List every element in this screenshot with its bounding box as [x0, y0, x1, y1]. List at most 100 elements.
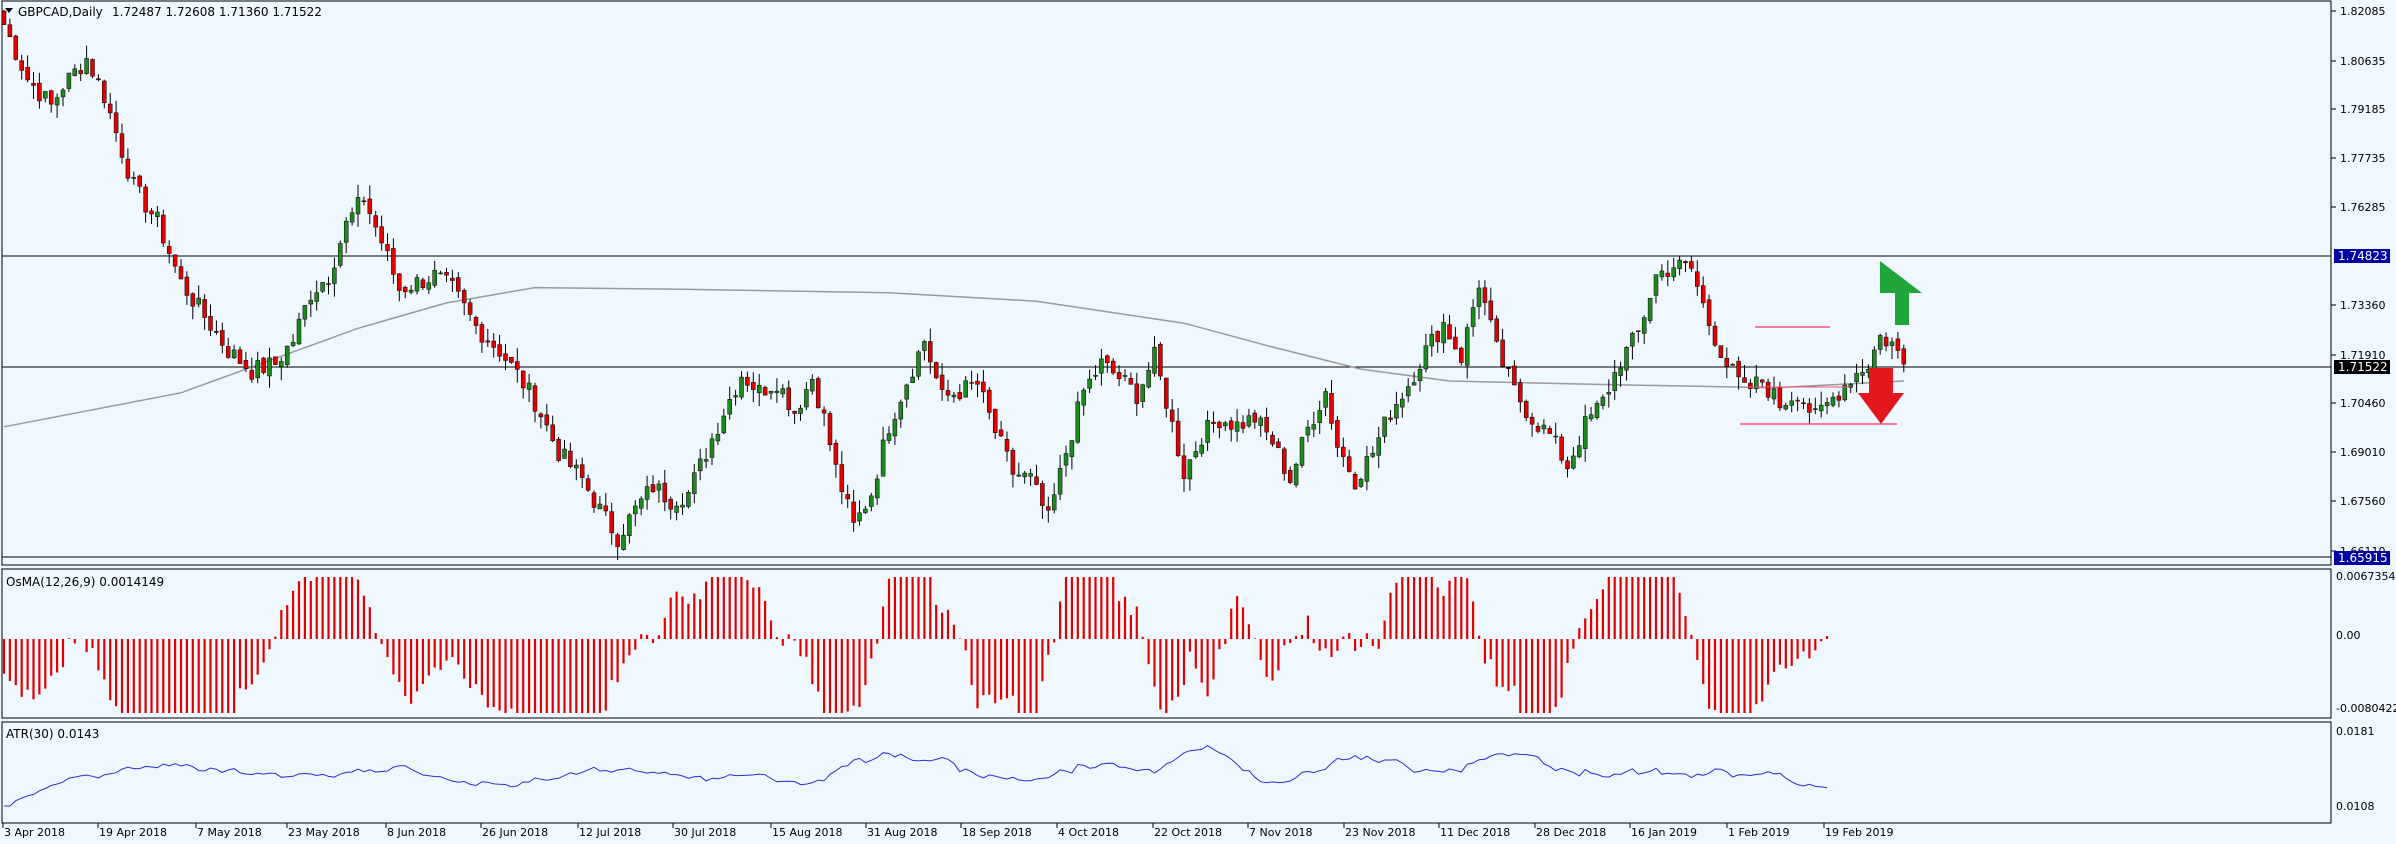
- candle: [1140, 383, 1145, 408]
- osma-axis[interactable]: 0.0067354 0.00 -0.0080422: [2336, 570, 2396, 715]
- candle: [1506, 366, 1511, 377]
- candle: [255, 351, 260, 384]
- candle: [1276, 438, 1281, 449]
- candle: [857, 500, 862, 526]
- time-tick-label: 11 Dec 2018: [1440, 826, 1510, 839]
- candle: [827, 411, 833, 452]
- candle: [1459, 346, 1464, 366]
- candle: [290, 333, 296, 348]
- candle: [467, 299, 473, 322]
- candle: [1883, 332, 1889, 352]
- candle: [538, 412, 544, 429]
- candle: [391, 238, 396, 284]
- candle: [1771, 376, 1777, 405]
- time-tick-label: 12 Jul 2018: [579, 826, 641, 839]
- candle: [155, 205, 160, 228]
- candle: [1075, 391, 1081, 444]
- candle: [839, 451, 845, 505]
- time-axis[interactable]: 3 Apr 2018 19 Apr 2018 7 May 2018 23 May 20…: [2, 823, 1893, 839]
- candle: [987, 386, 992, 420]
- candle: [1877, 333, 1883, 355]
- candle: [709, 433, 715, 466]
- candle: [1246, 408, 1252, 428]
- candle: [196, 285, 201, 308]
- candle: [66, 72, 72, 92]
- candle: [31, 71, 36, 99]
- candle: [1659, 264, 1665, 281]
- candle: [532, 382, 538, 423]
- candle: [1618, 361, 1623, 387]
- candle: [550, 415, 555, 443]
- price-tag-resistance: 1.74823: [2334, 249, 2390, 263]
- candle: [1624, 346, 1629, 381]
- candle: [1895, 331, 1901, 359]
- candle: [43, 91, 48, 103]
- price-axis[interactable]: 1.82085 1.80635 1.79185 1.77735 1.76285 1.733…: [2331, 5, 2386, 558]
- candle: [1423, 333, 1429, 373]
- atr-panel-frame[interactable]: [1, 721, 2332, 824]
- candle: [461, 288, 467, 316]
- candle: [1830, 392, 1836, 408]
- candle: [786, 380, 791, 417]
- candle: [1818, 391, 1824, 418]
- candle: [774, 378, 780, 403]
- candle: [1783, 402, 1789, 411]
- candle: [54, 93, 60, 118]
- candle: [1529, 412, 1535, 437]
- time-tick-label: 19 Apr 2018: [99, 826, 167, 839]
- candle: [214, 320, 219, 335]
- candle: [863, 506, 868, 515]
- candle: [585, 474, 591, 492]
- time-tick-label: 16 Jan 2019: [1631, 826, 1697, 839]
- atr-axis[interactable]: 0.0181 0.0108: [2336, 725, 2375, 813]
- candle: [60, 88, 66, 107]
- candle: [190, 292, 196, 320]
- candle: [1636, 330, 1641, 343]
- candle: [267, 347, 272, 388]
- candle: [727, 386, 732, 420]
- candle: [1612, 360, 1617, 401]
- candle: [1789, 391, 1794, 413]
- candle: [1547, 425, 1553, 434]
- candle: [308, 290, 314, 317]
- candle: [402, 285, 408, 299]
- candle: [37, 72, 42, 109]
- candle: [1677, 255, 1682, 276]
- candle: [479, 321, 485, 353]
- candle: [981, 369, 986, 403]
- moving-average-layer: [3, 286, 1904, 428]
- price-tag-current: 1.71522: [2334, 360, 2390, 374]
- candle: [1382, 416, 1387, 443]
- candle: [1494, 315, 1499, 343]
- candle: [326, 276, 331, 295]
- down-arrow-icon[interactable]: [1858, 368, 1904, 424]
- candle: [1500, 328, 1505, 368]
- time-tick-label: 22 Oct 2018: [1154, 826, 1222, 839]
- price-tick-label: 1.69010: [2340, 446, 2386, 459]
- candle: [184, 271, 190, 305]
- candle: [922, 339, 927, 361]
- candle: [1860, 359, 1865, 385]
- candle: [1122, 369, 1128, 382]
- candle: [656, 480, 662, 503]
- up-arrow-icon[interactable]: [1880, 261, 1922, 325]
- candle: [373, 210, 378, 237]
- price-tick-label: 1.76285: [2340, 201, 2386, 214]
- candle: [1146, 362, 1151, 389]
- candle: [1240, 415, 1246, 434]
- candle: [745, 371, 750, 392]
- candle: [1447, 315, 1452, 340]
- triangle-down-icon[interactable]: [5, 8, 13, 13]
- candle: [1836, 391, 1842, 408]
- candle: [1099, 348, 1104, 386]
- candle: [969, 370, 974, 390]
- osma-title: OsMA(12,26,9) 0.0014149: [6, 575, 164, 589]
- range-box[interactable]: [1740, 326, 1897, 425]
- candle: [615, 532, 620, 561]
- candle: [367, 185, 373, 224]
- candle: [279, 357, 284, 381]
- price-panel-frame[interactable]: [1, 0, 2332, 566]
- candle: [1016, 462, 1022, 478]
- candle: [1848, 382, 1853, 394]
